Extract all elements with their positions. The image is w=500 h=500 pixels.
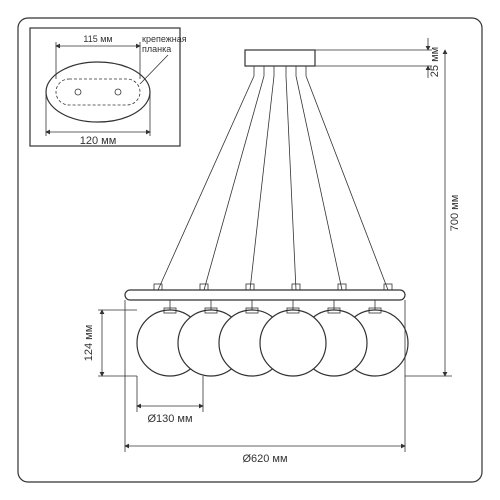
base-width-label: 120 мм — [80, 135, 117, 147]
globe-height-label: 124 мм — [83, 325, 95, 362]
chandelier-side-view — [125, 50, 408, 376]
canopy-height-label: 25 мм — [429, 47, 441, 77]
plate-caption-1: крепежная — [142, 34, 187, 44]
drop-height-label: 700 мм — [449, 195, 461, 232]
dim-drop-height: 700 мм — [405, 50, 461, 376]
total-diameter-label: Ø620 мм — [242, 453, 287, 465]
technical-drawing: 115 мм крепежная планка 120 мм — [0, 0, 500, 500]
inset-mounting-detail: 115 мм крепежная планка 120 мм — [30, 28, 187, 147]
dim-globe-diameter: Ø130 мм — [137, 376, 203, 425]
dim-canopy-height: 25 мм — [315, 38, 441, 78]
globe-diameter-label: Ø130 мм — [147, 413, 192, 425]
main-frame — [18, 18, 482, 482]
dim-globe-height: 124 мм — [83, 310, 137, 376]
plate-width-label: 115 мм — [83, 34, 112, 44]
plate-caption-2: планка — [142, 44, 171, 54]
